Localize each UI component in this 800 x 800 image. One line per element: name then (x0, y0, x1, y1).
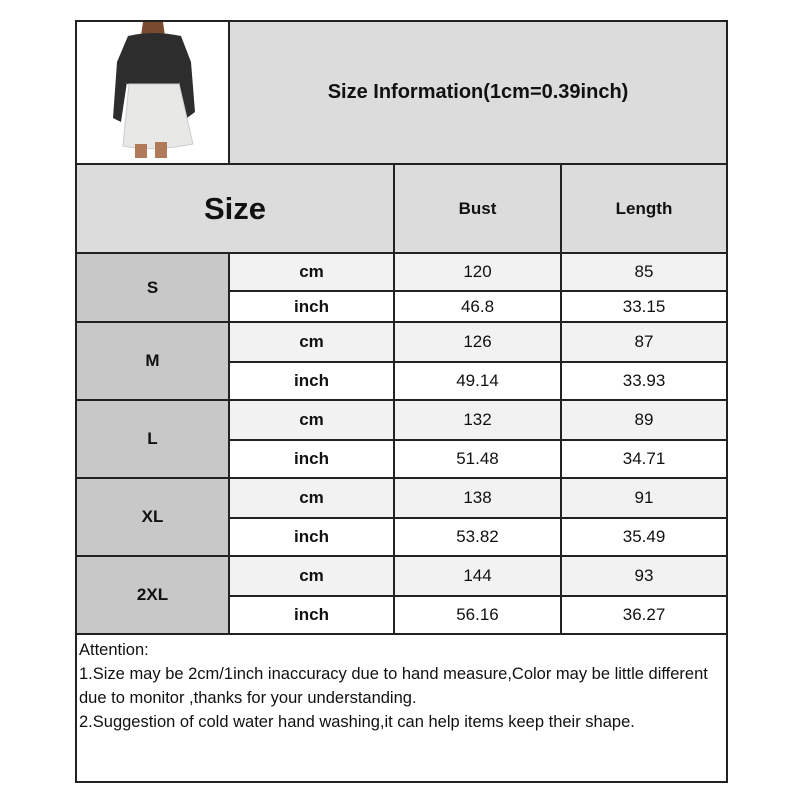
bust-value: 138 (393, 477, 562, 519)
length-value: 36.27 (559, 595, 729, 635)
bust-value: 120 (393, 252, 562, 292)
unit-label: cm (228, 477, 395, 519)
length-value: 33.93 (559, 361, 729, 401)
size-label: L (75, 399, 230, 479)
bust-value: 132 (393, 399, 562, 441)
unit-label: cm (228, 555, 395, 597)
product-image (75, 20, 230, 165)
size-label: XL (75, 477, 230, 557)
size-row-inch: inch 51.48 34.71 (76, 439, 729, 479)
unit-label: inch (228, 595, 395, 635)
size-header: Size (75, 163, 395, 254)
size-row-cm: XL cm 138 91 (75, 477, 729, 557)
size-row-inch: inch 46.8 33.15 (76, 290, 729, 323)
length-header: Length (559, 163, 729, 254)
unit-label: inch (228, 517, 395, 557)
size-info-title: Size Information(1cm=0.39inch) (227, 20, 729, 165)
length-value: 85 (559, 252, 729, 292)
attention-line-2: 2.Suggestion of cold water hand washing,… (79, 713, 635, 731)
bust-value: 56.16 (393, 595, 562, 635)
size-row-inch: inch 56.16 36.27 (76, 595, 729, 635)
unit-label: cm (228, 399, 395, 441)
bust-value: 46.8 (393, 290, 562, 323)
bust-value: 49.14 (393, 361, 562, 401)
size-label: M (75, 321, 230, 401)
length-value: 89 (559, 399, 729, 441)
bust-value: 144 (393, 555, 562, 597)
bust-header: Bust (393, 163, 562, 254)
length-value: 91 (559, 477, 729, 519)
size-row-inch: inch 49.14 33.93 (76, 361, 729, 401)
length-value: 87 (559, 321, 729, 363)
bust-value: 53.82 (393, 517, 562, 557)
unit-label: inch (228, 290, 395, 323)
size-chart-table: Size Information(1cm=0.39inch) Size Bust… (74, 20, 729, 783)
attention-line-1: 1.Size may be 2cm/1inch inaccuracy due t… (79, 665, 713, 707)
bust-value: 51.48 (393, 439, 562, 479)
size-label: 2XL (75, 555, 230, 635)
length-value: 35.49 (559, 517, 729, 557)
length-value: 34.71 (559, 439, 729, 479)
attention-heading: Attention: (79, 641, 149, 659)
unit-label: cm (228, 252, 395, 292)
attention-notes: Attention: 1.Size may be 2cm/1inch inacc… (74, 633, 729, 783)
unit-label: inch (228, 361, 395, 401)
length-value: 93 (559, 555, 729, 597)
size-row-inch: inch 53.82 35.49 (76, 517, 729, 557)
bust-value: 126 (393, 321, 562, 363)
size-label: S (75, 252, 230, 323)
unit-label: inch (228, 439, 395, 479)
length-value: 33.15 (559, 290, 729, 323)
unit-label: cm (228, 321, 395, 363)
size-row-cm: 2XL cm 144 93 (75, 555, 729, 635)
dress-photo-icon (112, 21, 195, 158)
